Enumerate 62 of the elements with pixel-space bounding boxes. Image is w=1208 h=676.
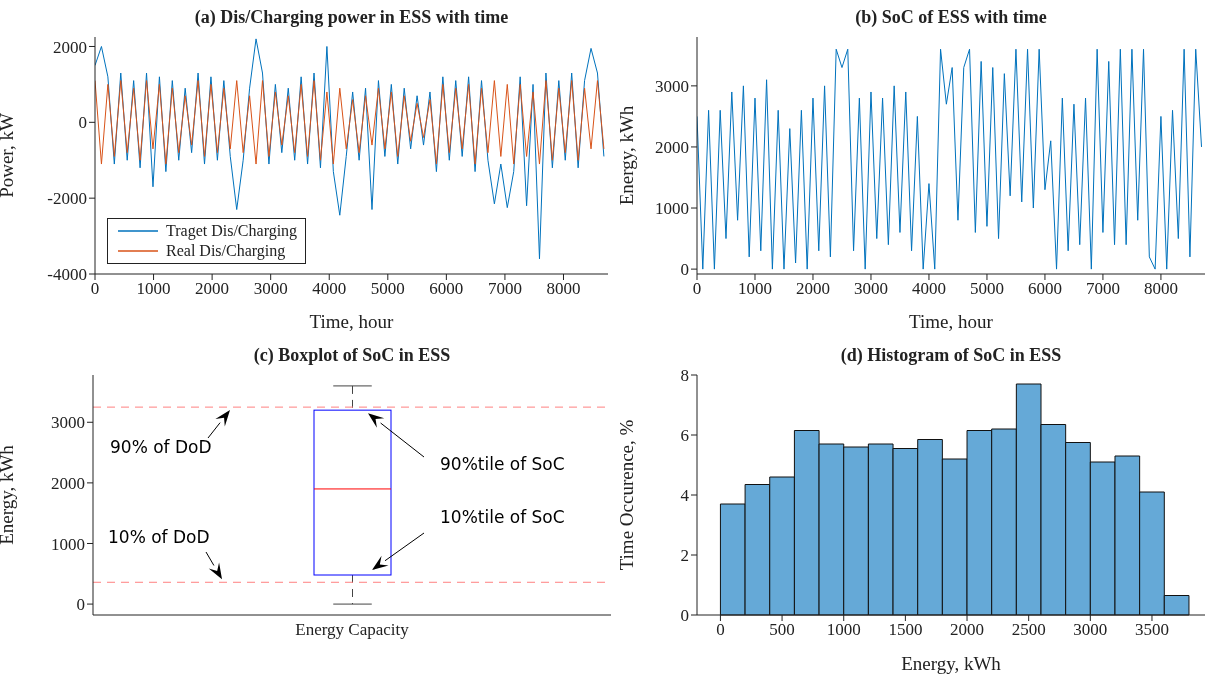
chart-title: (b) SoC of ESS with time — [854, 7, 1048, 28]
x-tick-label: 5000 — [969, 279, 1004, 299]
y-tick-label: 1000 — [51, 534, 85, 554]
y-tick-label: 8 — [680, 366, 689, 386]
chart-title: (c) Boxplot of SoC in ESS — [252, 345, 452, 366]
x-tick-label: 500 — [769, 620, 795, 640]
y-axis-title: Time Occurence, % — [615, 419, 637, 571]
line-series — [95, 80, 605, 165]
y-tick-label: 0 — [76, 595, 85, 615]
chart-title: (a) Dis/Charging power in ESS with time — [193, 7, 510, 28]
y-tick-label: -2000 — [47, 189, 87, 209]
x-tick-label: 7000 — [1085, 279, 1120, 299]
y-tick-label: 0 — [680, 260, 689, 280]
x-tick-label: 0 — [90, 279, 100, 299]
x-tick-label: 6000 — [429, 279, 464, 299]
y-tick-label: 3000 — [655, 76, 689, 96]
annotation: 90% of DoD — [110, 437, 212, 457]
x-tick-label: 7000 — [487, 279, 522, 299]
y-tick-label: 1000 — [655, 199, 689, 219]
x-tick-label: 3500 — [1134, 620, 1169, 640]
legend-label: Real Dis/Charging — [166, 241, 286, 261]
x-tick-label: 5000 — [370, 279, 405, 299]
x-tick-label: 2000 — [950, 620, 985, 640]
x-tick-label: 6000 — [1027, 279, 1062, 299]
y-tick-label: 0 — [680, 606, 689, 626]
legend-label: Traget Dis/Charging — [166, 221, 298, 241]
x-tick-label: 2000 — [795, 279, 830, 299]
y-axis-title: Energy, kWh — [0, 444, 17, 545]
y-tick-label: 3000 — [51, 413, 85, 433]
x-tick-label: 0 — [716, 620, 725, 640]
x-tick-label: 3000 — [253, 279, 288, 299]
x-axis-title: Time, hour — [309, 311, 395, 332]
y-tick-label: 0 — [78, 113, 87, 133]
x-axis-title: Energy, kWh — [901, 653, 1002, 674]
y-tick-label: 2000 — [655, 137, 689, 157]
x-axis-title: Time, hour — [909, 311, 994, 332]
y-tick-label: 4 — [680, 486, 690, 506]
x-tick-label: Energy Capacity — [295, 620, 410, 640]
y-tick-label: 6 — [680, 426, 689, 446]
annotation: 10%tile of SoC — [440, 507, 565, 527]
annotation: 90%tile of SoC — [440, 454, 565, 474]
annotation: 10% of DoD — [108, 527, 210, 547]
x-tick-label: 1000 — [826, 620, 861, 640]
x-tick-label: 2500 — [1011, 620, 1046, 640]
x-tick-label: 4000 — [312, 279, 347, 299]
x-tick-label: 8000 — [1143, 279, 1178, 299]
x-tick-label: 8000 — [546, 279, 581, 299]
y-tick-label: 2 — [680, 546, 689, 566]
x-tick-label: 3000 — [1073, 620, 1108, 640]
y-tick-label: 2000 — [51, 473, 85, 493]
y-axis-title: Power, kW — [0, 113, 17, 198]
x-tick-label: 3000 — [853, 279, 888, 299]
chart-title: (d) Histogram of SoC in ESS — [839, 345, 1063, 366]
x-tick-label: 1500 — [888, 620, 923, 640]
x-tick-label: 1000 — [136, 279, 171, 299]
line-series — [697, 48, 1203, 270]
x-tick-label: 4000 — [911, 279, 946, 299]
y-axis-title: Energy, kWh — [615, 105, 637, 206]
y-tick-label: 2000 — [53, 37, 87, 57]
x-tick-label: 1000 — [737, 279, 772, 299]
x-tick-label: 2000 — [195, 279, 230, 299]
y-tick-label: -4000 — [47, 265, 87, 285]
